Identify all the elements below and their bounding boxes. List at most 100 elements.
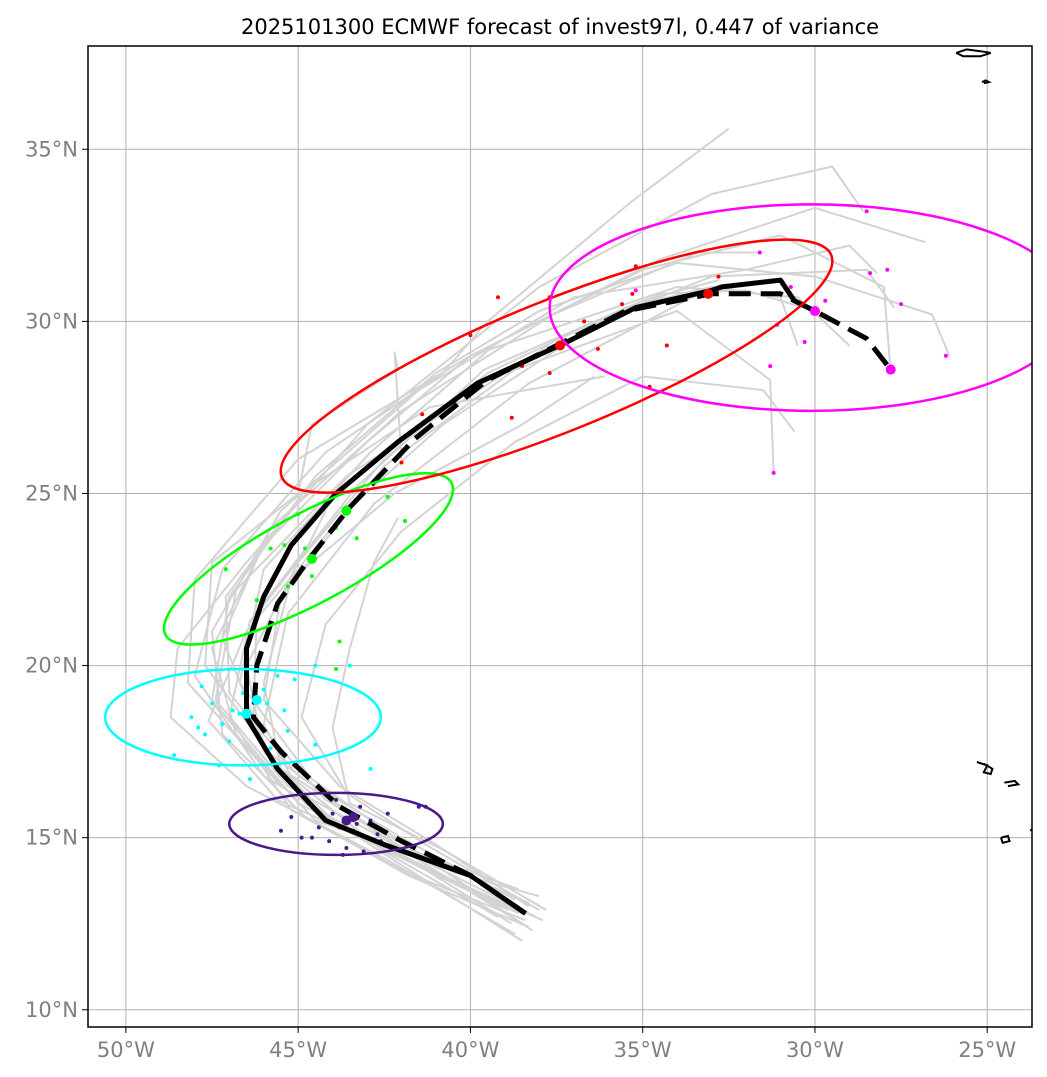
cluster-point [172,753,177,758]
cluster-point [230,708,235,713]
cluster-point [292,677,297,682]
axis-ticks: 50°W 45°W 40°W 35°W 30°W 25°W 10°N 15°N 20°N 25°N… [25,137,1016,1062]
coastline [1004,779,1021,788]
cluster-point [210,701,215,706]
cluster-point [254,598,259,603]
cluster-point [823,298,828,303]
ensemble-track [224,375,605,901]
cluster-point [771,470,776,475]
y-tick-label: 20°N [25,654,78,678]
cluster-point [868,271,873,276]
cluster-point [313,663,318,668]
cluster-point [334,797,339,802]
cluster-point [864,209,869,214]
cluster-point [199,684,204,689]
cluster-point [303,546,308,551]
cluster-point [265,701,270,706]
cluster-point [282,708,287,713]
cluster-mean-point [348,812,359,823]
x-tick-label: 50°W [97,1038,155,1062]
chart-title: 2025101300 ECMWF forecast of invest97l, … [241,15,879,39]
cluster-ellipse [162,471,455,646]
cluster-point [282,543,287,548]
x-tick-label: 40°W [441,1038,499,1062]
cluster-point [633,288,638,293]
cluster-point [189,715,194,720]
cluster-point [582,319,587,324]
cluster-point [768,364,773,369]
cluster-point [630,291,635,296]
cluster-point [547,371,552,375]
cluster-point [802,340,807,345]
cluster-point [899,302,904,307]
coastline [1000,834,1011,844]
coastline [955,48,992,58]
cluster-point [354,536,359,541]
cluster-ellipse [228,791,445,857]
cluster-point [402,519,407,524]
cluster-ellipse [279,238,834,494]
plot-area [103,48,1032,942]
y-tick-label: 15°N [25,826,78,850]
cluster-point [788,284,793,289]
coastline [981,79,992,85]
cluster-point [620,302,625,307]
cluster-point [289,815,294,820]
mean-track-solid [244,277,797,916]
y-tick-label: 35°N [25,137,78,161]
cluster-point [943,353,948,358]
cluster-point [664,343,669,348]
cluster-centroid [555,340,565,351]
cluster-point [223,567,228,572]
x-tick-label: 30°W [786,1038,844,1062]
cluster-point [285,584,290,589]
x-tick-label: 35°W [614,1038,672,1062]
cluster-point [227,739,232,744]
cluster-point [316,825,321,830]
cluster-point [220,722,225,727]
plot-frame [87,45,1033,1028]
cluster-point [399,460,404,465]
cluster-point [285,728,290,733]
cluster-point [334,667,339,672]
cluster-point [757,250,762,255]
y-tick-label: 25°N [25,481,78,505]
cluster-centroid [241,708,252,719]
cluster-point [278,828,283,833]
cluster-point [716,274,721,279]
cluster-ellipse [103,667,383,767]
cluster-point [420,412,425,417]
cluster-point [237,711,242,716]
cluster-point [309,574,314,579]
cluster-point [358,804,363,809]
cluster-centroid [306,553,317,564]
cluster-point [344,846,349,851]
cluster-ellipse [548,203,1032,413]
cluster-point [203,732,208,737]
ensemble-track [193,127,730,911]
ensemble-track [214,310,775,891]
cluster-point [247,777,252,782]
cluster-point [347,663,352,668]
cluster-point [337,639,342,644]
cluster-point [261,687,266,692]
cluster-point [368,766,373,771]
gridlines [88,46,1032,1027]
cluster-point [361,849,366,854]
cluster-point [354,821,359,826]
cluster-point [313,742,318,747]
cluster-point [275,673,280,678]
cluster-point [299,835,304,840]
cluster-point [309,835,314,840]
cluster-point [595,346,600,351]
cluster-point [885,267,890,272]
cluster-mean-point [341,505,352,516]
cluster-point [268,746,273,751]
x-tick-label: 45°W [269,1038,327,1062]
cluster-point [196,725,201,730]
y-tick-label: 10°N [25,998,78,1022]
cluster-point [385,811,390,816]
cluster-point [268,546,273,551]
x-tick-label: 25°W [958,1038,1016,1062]
